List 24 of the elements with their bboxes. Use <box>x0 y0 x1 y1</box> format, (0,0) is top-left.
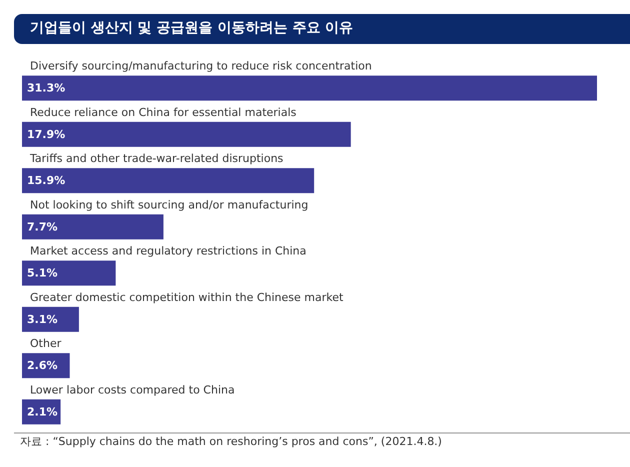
data-label: 15.9% <box>27 174 66 188</box>
y-tick-label: Not looking to shift sourcing and/or manufacturing <box>30 198 308 212</box>
y-tick-label: Greater domestic competition within the Chinese market <box>30 290 344 304</box>
y-tick-label: Tariffs and other trade-war-related disruptions <box>29 152 284 166</box>
bar <box>22 260 116 286</box>
data-label: 31.3% <box>27 82 66 95</box>
data-label: 5.1% <box>27 266 58 280</box>
bar <box>22 306 79 332</box>
data-label: 7.7% <box>27 220 58 234</box>
y-tick-label: Reduce reliance on China for essential materials <box>30 106 297 119</box>
y-tick-label: Diversify sourcing/manufacturing to reduce risk concentration <box>30 60 372 73</box>
bar <box>22 168 314 194</box>
text: 자료 : “Supply chains do the math on reshoring’s pros and cons”, (2021.4.8.) <box>20 435 442 448</box>
bar <box>22 122 351 147</box>
data-label: 3.1% <box>27 312 58 326</box>
data-label: 2.6% <box>27 359 58 372</box>
bar <box>22 214 164 240</box>
y-tick-label: Market access and regulatory restrictions in China <box>30 244 306 258</box>
bar <box>22 76 597 101</box>
y-tick-label: Other <box>30 337 62 350</box>
data-label: 2.1% <box>27 405 58 418</box>
data-label: 17.9% <box>27 128 66 141</box>
chart-title: 기업들이 생산지 및 공급원을 이동하려는 주요 이유 <box>30 20 354 36</box>
y-tick-label: Lower labor costs compared to China <box>30 383 235 396</box>
